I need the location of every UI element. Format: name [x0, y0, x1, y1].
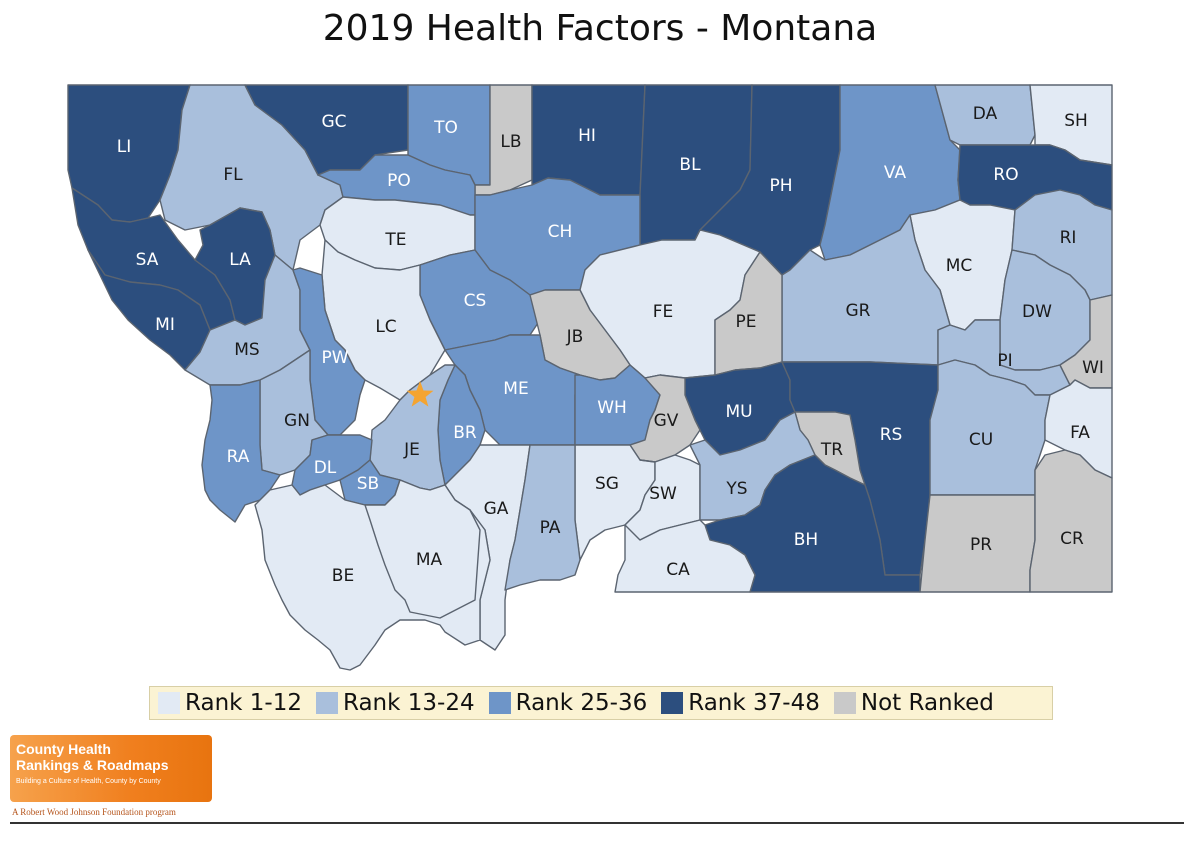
county-label-cu: CU	[969, 430, 993, 450]
county-label-da: DA	[973, 104, 998, 124]
county-health-rankings-logo[interactable]: County Health Rankings & Roadmaps Buildi…	[10, 735, 212, 802]
logo-line-2: Rankings & Roadmaps	[16, 757, 169, 773]
divider	[10, 822, 1184, 824]
county-label-fa: FA	[1070, 423, 1090, 443]
county-label-ma: MA	[416, 550, 443, 570]
legend-label: Not Ranked	[860, 690, 994, 716]
legend-swatch	[661, 692, 684, 714]
legend-swatch	[315, 692, 338, 714]
county-label-pi: PI	[997, 351, 1012, 371]
county-label-mi: MI	[155, 315, 175, 335]
county-label-pw: PW	[321, 348, 348, 368]
county-label-gv: GV	[654, 411, 679, 431]
county-label-ro: RO	[993, 165, 1018, 185]
county-label-mu: MU	[725, 402, 752, 422]
county-label-ga: GA	[484, 499, 509, 519]
foundation-credit: A Robert Wood Johnson Foundation program	[12, 807, 176, 817]
county-label-sg: SG	[595, 474, 619, 494]
county-label-gc: GC	[321, 112, 346, 132]
county-label-ch: CH	[548, 222, 573, 242]
county-label-te: TE	[384, 230, 406, 250]
legend-swatch	[833, 692, 856, 714]
county-label-ra: RA	[227, 447, 250, 467]
county-label-la: LA	[229, 250, 251, 270]
county-label-be: BE	[332, 566, 354, 586]
capital-star-icon	[406, 381, 434, 407]
county-label-pe: PE	[736, 312, 757, 332]
county-label-jb: JB	[566, 327, 584, 347]
county-label-rs: RS	[880, 425, 903, 445]
county-label-va: VA	[884, 163, 907, 183]
county-label-fe: FE	[653, 302, 674, 322]
county-label-bh: BH	[794, 530, 818, 550]
county-label-cr: CR	[1060, 529, 1084, 549]
county-shapes	[67, 84, 1113, 671]
county-label-sw: SW	[649, 484, 677, 504]
county-label-gr: GR	[846, 301, 871, 321]
county-label-to: TO	[433, 118, 458, 138]
county-label-wh: WH	[597, 398, 627, 418]
logo-tagline: Building a Culture of Health, County by …	[16, 778, 161, 785]
county-label-gn: GN	[284, 411, 310, 431]
legend-item-rank-13-24: Rank 13-24	[315, 690, 475, 716]
county-cr[interactable]	[1029, 449, 1113, 593]
county-ca[interactable]	[614, 519, 756, 593]
county-label-li: LI	[117, 137, 132, 157]
county-label-je: JE	[403, 440, 420, 460]
county-ra[interactable]	[201, 379, 281, 523]
county-label-cs: CS	[464, 291, 487, 311]
county-label-mc: MC	[946, 256, 973, 276]
legend-label: Rank 25-36	[515, 690, 648, 716]
county-label-bl: BL	[679, 155, 701, 175]
county-label-po: PO	[387, 171, 411, 191]
county-label-ms: MS	[234, 340, 259, 360]
county-label-me: ME	[503, 379, 528, 399]
county-ma[interactable]	[364, 479, 481, 619]
county-label-sa: SA	[136, 250, 159, 270]
county-pw[interactable]	[292, 267, 366, 436]
legend-swatch	[488, 692, 511, 714]
county-label-ri: RI	[1060, 228, 1077, 248]
county-label-sh: SH	[1064, 111, 1088, 131]
county-label-hi: HI	[578, 126, 596, 146]
county-label-lb: LB	[500, 132, 521, 152]
map-legend: Rank 1-12 Rank 13-24 Rank 25-36 Rank 37-…	[149, 686, 1053, 720]
legend-item-rank-1-12: Rank 1-12	[158, 690, 302, 716]
county-label-dl: DL	[314, 458, 337, 478]
county-label-wi: WI	[1082, 358, 1104, 378]
montana-county-map: LI FL GC TO LB HI BL PH VA DA SH RO PO SA LA TE CH MI MC RI…	[67, 84, 1113, 671]
county-label-dw: DW	[1022, 302, 1052, 322]
county-label-pa: PA	[540, 518, 561, 538]
county-label-fl: FL	[223, 165, 243, 185]
county-label-ys: YS	[725, 479, 747, 499]
logo-line-1: County Health	[16, 741, 111, 757]
county-label-br: BR	[453, 423, 477, 443]
legend-label: Rank 13-24	[342, 690, 475, 716]
legend-item-rank-37-48: Rank 37-48	[661, 690, 820, 716]
map-title: 2019 Health Factors - Montana	[322, 8, 878, 49]
county-labels: LI FL GC TO LB HI BL PH VA DA SH RO PO SA LA TE CH MI MC RI…	[117, 104, 1104, 586]
county-label-lc: LC	[375, 317, 396, 337]
county-label-ca: CA	[666, 560, 690, 580]
legend-swatch	[158, 692, 180, 714]
county-label-ph: PH	[769, 176, 792, 196]
county-label-pr: PR	[970, 535, 992, 555]
county-label-sb: SB	[357, 474, 379, 494]
legend-label: Rank 1-12	[185, 690, 302, 716]
legend-item-rank-25-36: Rank 25-36	[488, 690, 648, 716]
county-pa[interactable]	[504, 444, 581, 591]
legend-label: Rank 37-48	[688, 690, 820, 716]
legend-item-not-ranked: Not Ranked	[833, 690, 994, 716]
county-label-tr: TR	[820, 440, 843, 460]
